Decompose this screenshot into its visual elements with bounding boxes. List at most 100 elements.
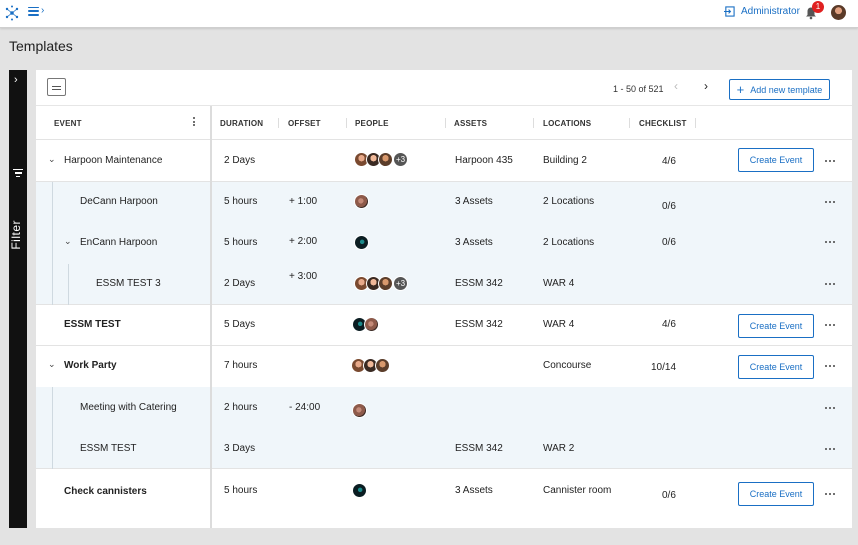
more-options-icon[interactable]	[825, 283, 836, 286]
avatar	[364, 317, 379, 332]
more-options-icon[interactable]	[825, 160, 836, 163]
more-options-icon[interactable]	[825, 407, 836, 410]
event-name[interactable]: ESSM TEST	[80, 443, 137, 454]
people-avatars[interactable]	[352, 403, 367, 418]
table-row[interactable]: ⌄ Work Party 7 hours Concourse 10/14 Cre…	[36, 346, 852, 387]
checklist-cell: 4/6	[662, 319, 676, 330]
assets-cell: 3 Assets	[455, 485, 493, 496]
column-header-people[interactable]: PEOPLE	[355, 119, 389, 128]
chevron-down-icon[interactable]: ⌄	[48, 154, 56, 164]
table-row[interactable]: ESSM TEST 5 Days ESSM 342 WAR 4 4/6 Crea…	[36, 305, 852, 346]
offset-cell: - 24:00	[289, 402, 321, 413]
create-event-button[interactable]: Create Event	[738, 148, 814, 172]
more-options-icon[interactable]	[825, 365, 836, 368]
pagination-info: 1 - 50 of 521	[613, 84, 664, 94]
column-header-duration[interactable]: DURATION	[220, 119, 264, 128]
add-new-template-button[interactable]: + Add new template	[729, 79, 830, 100]
next-page-icon[interactable]: ›	[704, 79, 708, 93]
filter-icon	[13, 169, 23, 179]
duration-cell: 2 Days	[224, 155, 256, 166]
checklist-cell: 10/14	[651, 362, 677, 373]
table-toolbar: 1 - 50 of 521 ‹ › + Add new template	[36, 70, 852, 106]
chevron-right-icon[interactable]: ›	[14, 74, 18, 86]
assets-cell: Harpoon 435	[455, 155, 513, 166]
filter-label: Filter	[9, 220, 23, 250]
event-name[interactable]: DeCann Harpoon	[80, 196, 158, 207]
event-name[interactable]: ESSM TEST	[64, 319, 121, 330]
column-divider[interactable]	[210, 106, 212, 528]
assets-cell: ESSM 342	[455, 278, 503, 289]
templates-table-card: 1 - 50 of 521 ‹ › + Add new template EVE…	[36, 70, 852, 528]
duration-cell: 5 hours	[224, 196, 258, 207]
offset-cell: + 3:00	[289, 271, 318, 282]
table-row[interactable]: ESSM TEST 3 Days ESSM 342 WAR 2	[36, 428, 852, 469]
table-row[interactable]: ESSM TEST 3 2 Days + 3:00 +3 ESSM 342 WA…	[36, 264, 852, 305]
event-name[interactable]: Meeting with Catering	[80, 402, 177, 413]
people-avatars[interactable]: +3	[354, 152, 408, 167]
event-name[interactable]: EnCann Harpoon	[80, 237, 158, 248]
previous-page-icon[interactable]: ‹	[674, 79, 678, 93]
more-people-badge[interactable]: +3	[393, 276, 408, 291]
locations-cell: WAR 4	[543, 319, 575, 330]
event-name[interactable]: Check cannisters	[64, 486, 147, 497]
column-header-offset[interactable]: OFFSET	[288, 119, 321, 128]
duration-cell: 7 hours	[224, 360, 258, 371]
admin-label: Administrator	[741, 6, 800, 17]
people-avatars[interactable]	[354, 194, 369, 209]
main-menu-button[interactable]: ›	[28, 6, 44, 16]
notification-badge: 1	[812, 1, 824, 13]
table-header: EVENT DURATION OFFSET PEOPLE ASSETS LOCA…	[36, 106, 852, 140]
assets-cell: 3 Assets	[455, 237, 493, 248]
column-header-assets[interactable]: ASSETS	[454, 119, 488, 128]
column-options-icon[interactable]	[193, 117, 195, 128]
column-header-locations[interactable]: LOCATIONS	[543, 119, 592, 128]
people-avatars[interactable]: +3	[354, 276, 408, 291]
locations-cell: 2 Locations	[543, 237, 595, 248]
table-row[interactable]: ⌄ EnCann Harpoon 5 hours + 2:00 3 Assets…	[36, 223, 852, 264]
offset-cell: + 2:00	[289, 236, 318, 247]
create-event-button[interactable]: Create Event	[738, 314, 814, 338]
duration-cell: 2 Days	[224, 278, 256, 289]
assets-cell: ESSM 342	[455, 319, 503, 330]
more-options-icon[interactable]	[825, 493, 836, 496]
table-row[interactable]: DeCann Harpoon 5 hours + 1:00 3 Assets 2…	[36, 182, 852, 223]
table-row[interactable]: ⌄ Harpoon Maintenance 2 Days +3 Harpoon …	[36, 140, 852, 182]
chevron-down-icon[interactable]: ⌄	[64, 236, 72, 246]
table-row[interactable]: Meeting with Catering 2 hours - 24:00	[36, 387, 852, 428]
admin-link[interactable]: Administrator	[724, 6, 800, 17]
locations-cell: WAR 4	[543, 278, 575, 289]
page-title: Templates	[9, 38, 73, 54]
login-icon	[724, 6, 735, 17]
filter-panel-toggle[interactable]: › Filter	[9, 70, 27, 528]
people-avatars[interactable]	[354, 235, 369, 250]
top-bar: › Administrator 1	[0, 0, 858, 28]
offset-cell: + 1:00	[289, 196, 318, 207]
column-header-checklist[interactable]: CHECKLIST	[639, 119, 687, 128]
people-avatars[interactable]	[352, 483, 367, 498]
assets-cell: 3 Assets	[455, 196, 493, 207]
more-people-badge[interactable]: +3	[393, 152, 408, 167]
app-logo-icon[interactable]	[4, 5, 20, 21]
people-avatars[interactable]	[352, 317, 379, 332]
user-avatar[interactable]	[831, 5, 846, 20]
avatar	[375, 358, 390, 373]
more-options-icon[interactable]	[825, 201, 836, 204]
checklist-cell: 0/6	[662, 490, 676, 501]
create-event-button[interactable]: Create Event	[738, 355, 814, 379]
more-options-icon[interactable]	[825, 448, 836, 451]
table-row[interactable]: Check cannisters 5 hours 3 Assets Cannis…	[36, 469, 852, 516]
collapse-all-button[interactable]	[47, 78, 66, 96]
more-options-icon[interactable]	[825, 241, 836, 244]
more-options-icon[interactable]	[825, 324, 836, 327]
event-name[interactable]: ESSM TEST 3	[96, 278, 161, 289]
event-name[interactable]: Harpoon Maintenance	[64, 155, 163, 166]
add-new-template-label: Add new template	[750, 84, 823, 95]
create-event-button[interactable]: Create Event	[738, 482, 814, 506]
event-name[interactable]: Work Party	[64, 360, 117, 371]
people-avatars[interactable]	[351, 358, 390, 373]
avatar	[378, 276, 393, 291]
chevron-down-icon[interactable]: ⌄	[48, 359, 56, 369]
locations-cell: Concourse	[543, 360, 592, 371]
column-header-event[interactable]: EVENT	[54, 119, 82, 128]
duration-cell: 3 Days	[224, 443, 256, 454]
